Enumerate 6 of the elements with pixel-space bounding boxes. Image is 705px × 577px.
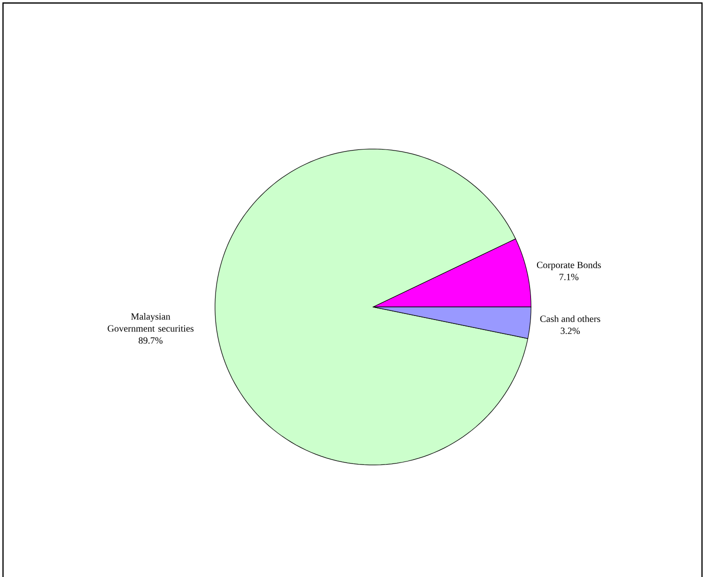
slice-label: Malaysian Government securities (108, 312, 194, 332)
data-label: 89.7% (138, 337, 163, 344)
slice-label: Corporate Bonds (536, 261, 601, 270)
data-label: 3.2% (560, 328, 580, 334)
data-label: 7.1% (560, 274, 578, 280)
slice-label: Cash and others (540, 315, 600, 322)
